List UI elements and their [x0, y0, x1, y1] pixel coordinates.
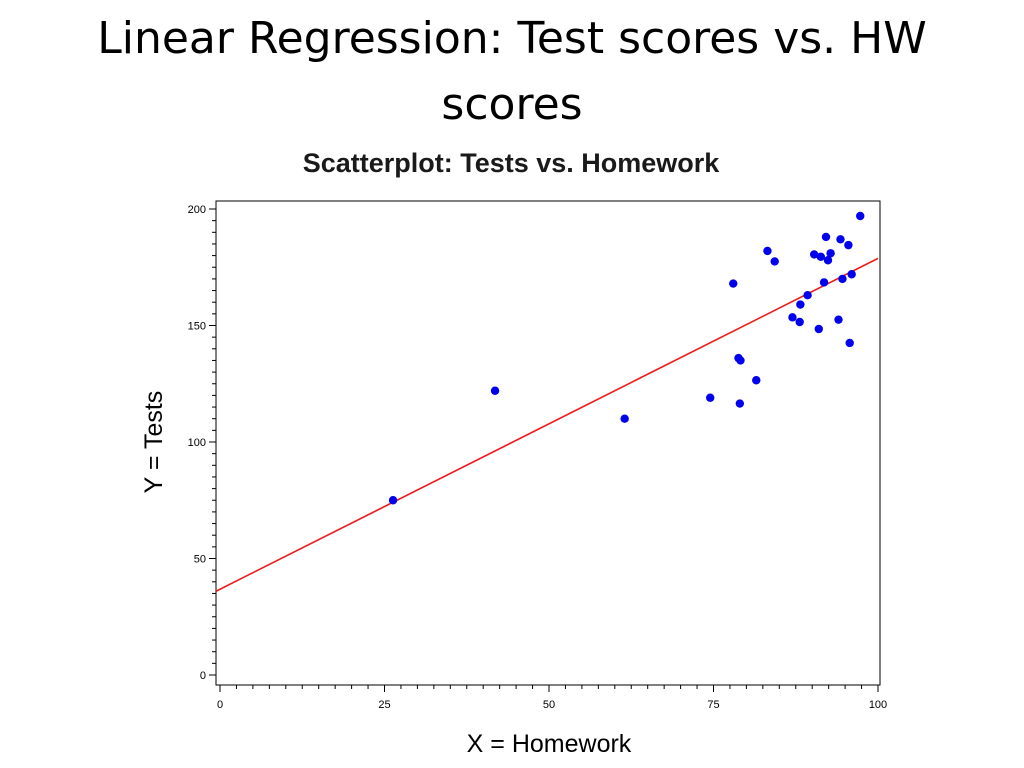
- data-point: [788, 313, 797, 322]
- data-point: [816, 252, 825, 261]
- x-tick-label: 0: [217, 699, 223, 711]
- regression-line: [215, 257, 879, 592]
- x-tick-label: 75: [707, 699, 719, 711]
- data-point: [752, 376, 761, 385]
- y-tick-label: 150: [188, 321, 206, 333]
- data-point: [803, 291, 812, 300]
- data-point: [836, 235, 845, 244]
- slide-title: Linear Regression: Test scores vs. HW sc…: [97, 13, 927, 130]
- plot-area-border: [215, 200, 881, 686]
- x-tick-label: 25: [378, 699, 390, 711]
- data-point: [770, 257, 779, 266]
- data-point: [856, 211, 865, 221]
- data-point: [823, 256, 833, 265]
- data-point: [821, 232, 831, 242]
- data-point: [706, 393, 715, 402]
- data-point: [620, 414, 629, 423]
- y-axis: 0 50 100 150 200: [188, 204, 216, 682]
- y-tick-label: 50: [194, 554, 206, 566]
- data-point: [795, 317, 804, 327]
- data-point: [763, 246, 772, 256]
- data-point: [819, 278, 829, 287]
- data-point: [735, 399, 745, 408]
- data-point: [844, 240, 853, 250]
- data-point: [826, 249, 835, 258]
- data-point: [847, 270, 856, 279]
- y-tick-label: 100: [188, 437, 206, 449]
- data-point: [388, 496, 398, 505]
- regression-line-group: [215, 257, 879, 592]
- data-point: [814, 324, 823, 334]
- y-tick-label: 0: [200, 670, 206, 682]
- x-axis: 0 25 50 75 100: [217, 685, 887, 711]
- data-point: [796, 300, 805, 309]
- y-axis-label: Y = Tests: [140, 391, 168, 494]
- data-point: [834, 315, 843, 324]
- y-tick-label: 200: [188, 204, 206, 216]
- x-tick-label: 50: [543, 699, 555, 711]
- data-point: [736, 356, 745, 365]
- x-tick-label: 100: [869, 699, 887, 711]
- chart-title: Scatterplot: Tests vs. Homework: [303, 148, 721, 178]
- data-point: [729, 279, 738, 288]
- x-axis-label: X = Homework: [467, 730, 632, 758]
- data-point: [490, 386, 500, 395]
- data-point: [809, 250, 819, 259]
- data-point: [845, 338, 854, 348]
- data-points: [388, 211, 865, 505]
- data-point: [838, 274, 847, 284]
